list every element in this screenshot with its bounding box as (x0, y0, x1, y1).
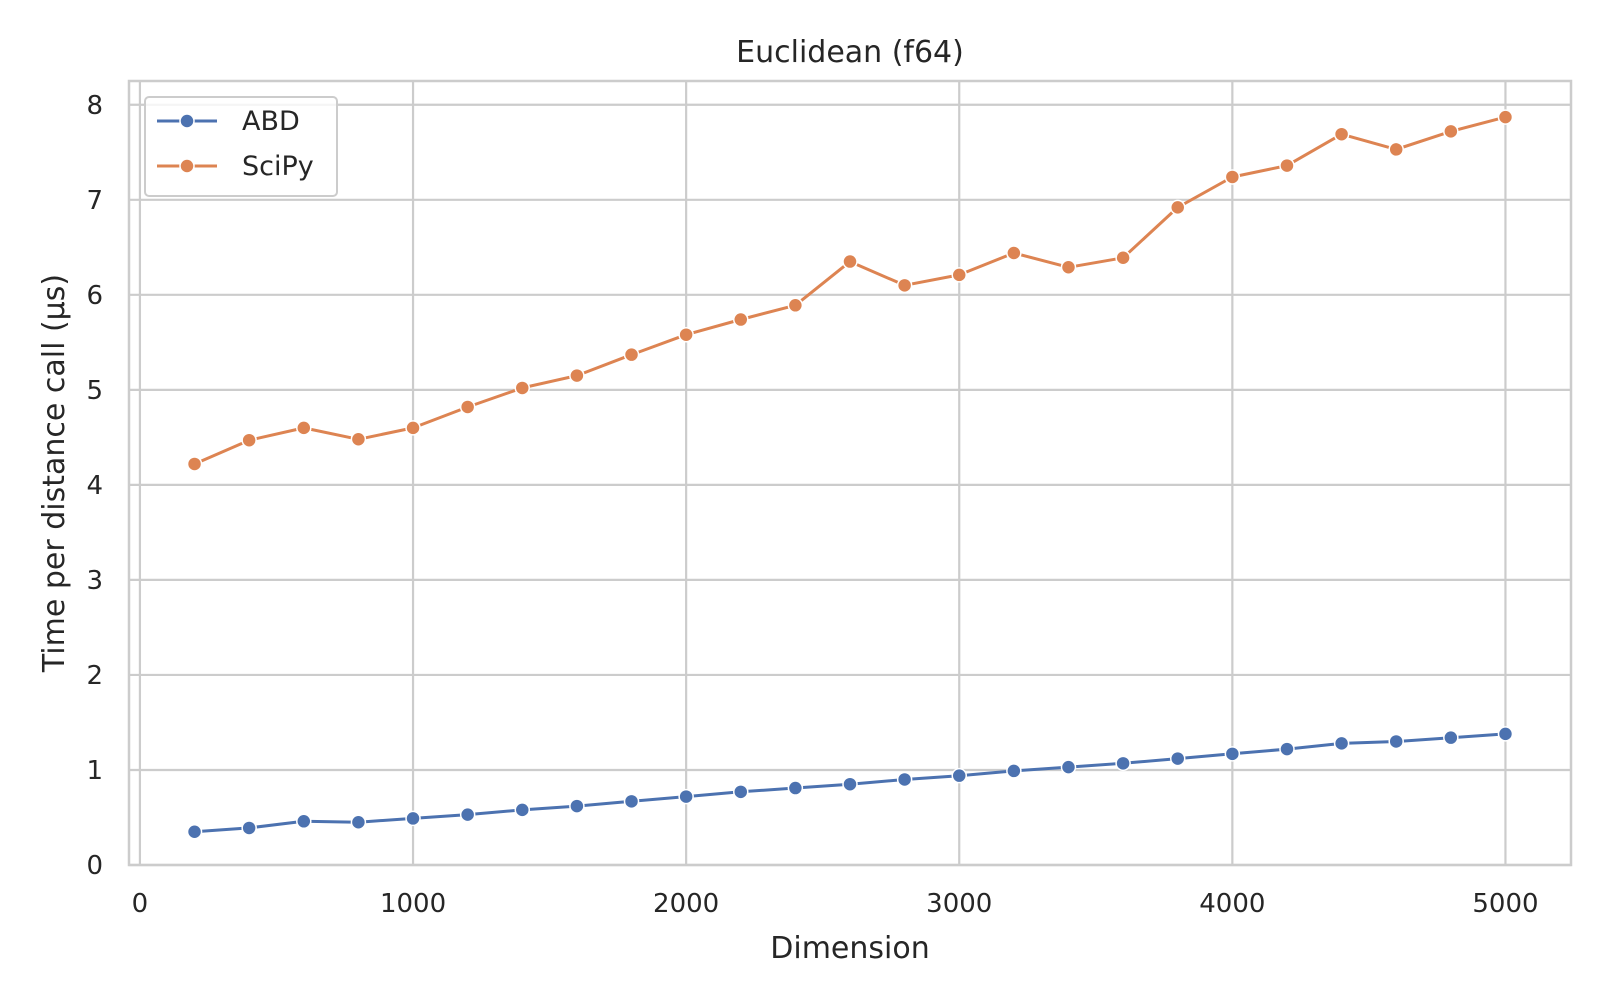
data-point-abd (296, 813, 312, 830)
data-point-abd (896, 771, 913, 788)
y-tick-label: 4 (86, 471, 103, 501)
data-point-abd (1224, 746, 1241, 762)
data-point-abd (1279, 741, 1295, 757)
series-abd (186, 726, 1514, 840)
data-point-scipy (296, 420, 312, 436)
legend-label-scipy: SciPy (242, 151, 314, 182)
grid (129, 81, 1571, 867)
data-point-abd (459, 806, 476, 823)
x-tick-label: 1000 (380, 889, 446, 919)
data-point-abd (733, 784, 749, 800)
y-tick-label: 0 (86, 851, 103, 881)
data-point-abd (1169, 750, 1186, 767)
data-point-abd (186, 823, 203, 840)
data-point-abd (1333, 735, 1350, 752)
series-scipy (186, 109, 1514, 472)
y-tick-label: 7 (86, 186, 103, 216)
data-point-abd (951, 767, 967, 784)
data-point-abd (241, 820, 257, 836)
data-point-scipy (1169, 199, 1186, 216)
legend-entry-scipy: SciPy (157, 151, 314, 182)
data-point-abd (1443, 729, 1459, 746)
y-axis-label: Time per distance call (µs) (37, 274, 72, 673)
data-point-abd (514, 802, 531, 818)
data-point-scipy (951, 267, 967, 283)
data-point-scipy (733, 311, 749, 328)
y-tick-label: 5 (86, 376, 103, 406)
data-point-abd (678, 788, 694, 805)
legend-entry-abd: ABD (157, 106, 300, 137)
data-point-scipy (1224, 169, 1241, 185)
data-point-scipy (1115, 250, 1131, 266)
data-point-abd (1497, 726, 1514, 742)
data-point-scipy (896, 277, 913, 294)
series-line-scipy (193, 115, 1506, 466)
y-tick-label: 8 (86, 91, 103, 121)
data-point-abd (623, 793, 640, 810)
series-group (186, 109, 1514, 840)
y-tick-label: 1 (86, 756, 103, 786)
data-point-scipy (678, 326, 694, 343)
data-point-scipy (1497, 109, 1514, 125)
x-axis-label: Dimension (770, 931, 929, 966)
data-point-abd (787, 780, 804, 796)
data-point-abd (569, 798, 585, 814)
legend: ABD SciPy (144, 96, 338, 197)
data-point-scipy (623, 346, 640, 363)
x-tick-label: 5000 (1472, 889, 1538, 919)
data-point-scipy (186, 456, 203, 472)
data-point-scipy (350, 431, 367, 448)
data-point-scipy (514, 380, 531, 396)
legend-marker-abd (179, 113, 195, 129)
data-point-scipy (459, 399, 476, 415)
x-tick-label: 3000 (926, 889, 992, 919)
legend-marker-scipy (179, 158, 195, 174)
x-tick-label: 4000 (1199, 889, 1265, 919)
data-point-scipy (241, 432, 257, 448)
tick-labels: 0 1000 2000 3000 4000 5000 0 1 2 3 4 5 6 7 8 (86, 91, 1538, 919)
y-tick-label: 2 (86, 661, 103, 691)
data-point-abd (1115, 755, 1131, 772)
plot-frame (127, 79, 1573, 867)
y-tick-label: 6 (86, 281, 103, 311)
data-point-scipy (569, 367, 585, 384)
data-point-scipy (1279, 157, 1295, 174)
data-point-abd (1006, 763, 1022, 779)
data-point-scipy (1443, 123, 1459, 140)
data-point-scipy (842, 253, 858, 270)
chart-title: Euclidean (f64) (736, 35, 964, 70)
data-point-scipy (787, 297, 804, 314)
data-point-scipy (405, 420, 421, 436)
legend-label-abd: ABD (242, 106, 300, 137)
data-point-abd (405, 810, 421, 827)
data-point-scipy (1006, 245, 1022, 261)
data-point-abd (350, 814, 367, 830)
data-point-scipy (1388, 141, 1404, 158)
y-tick-label: 3 (86, 566, 103, 596)
data-point-abd (842, 776, 858, 792)
data-point-abd (1388, 733, 1404, 750)
data-point-scipy (1060, 259, 1077, 276)
x-tick-label: 2000 (653, 889, 719, 919)
data-point-abd (1060, 759, 1077, 775)
x-tick-label: 0 (132, 889, 149, 919)
data-point-scipy (1333, 126, 1350, 142)
